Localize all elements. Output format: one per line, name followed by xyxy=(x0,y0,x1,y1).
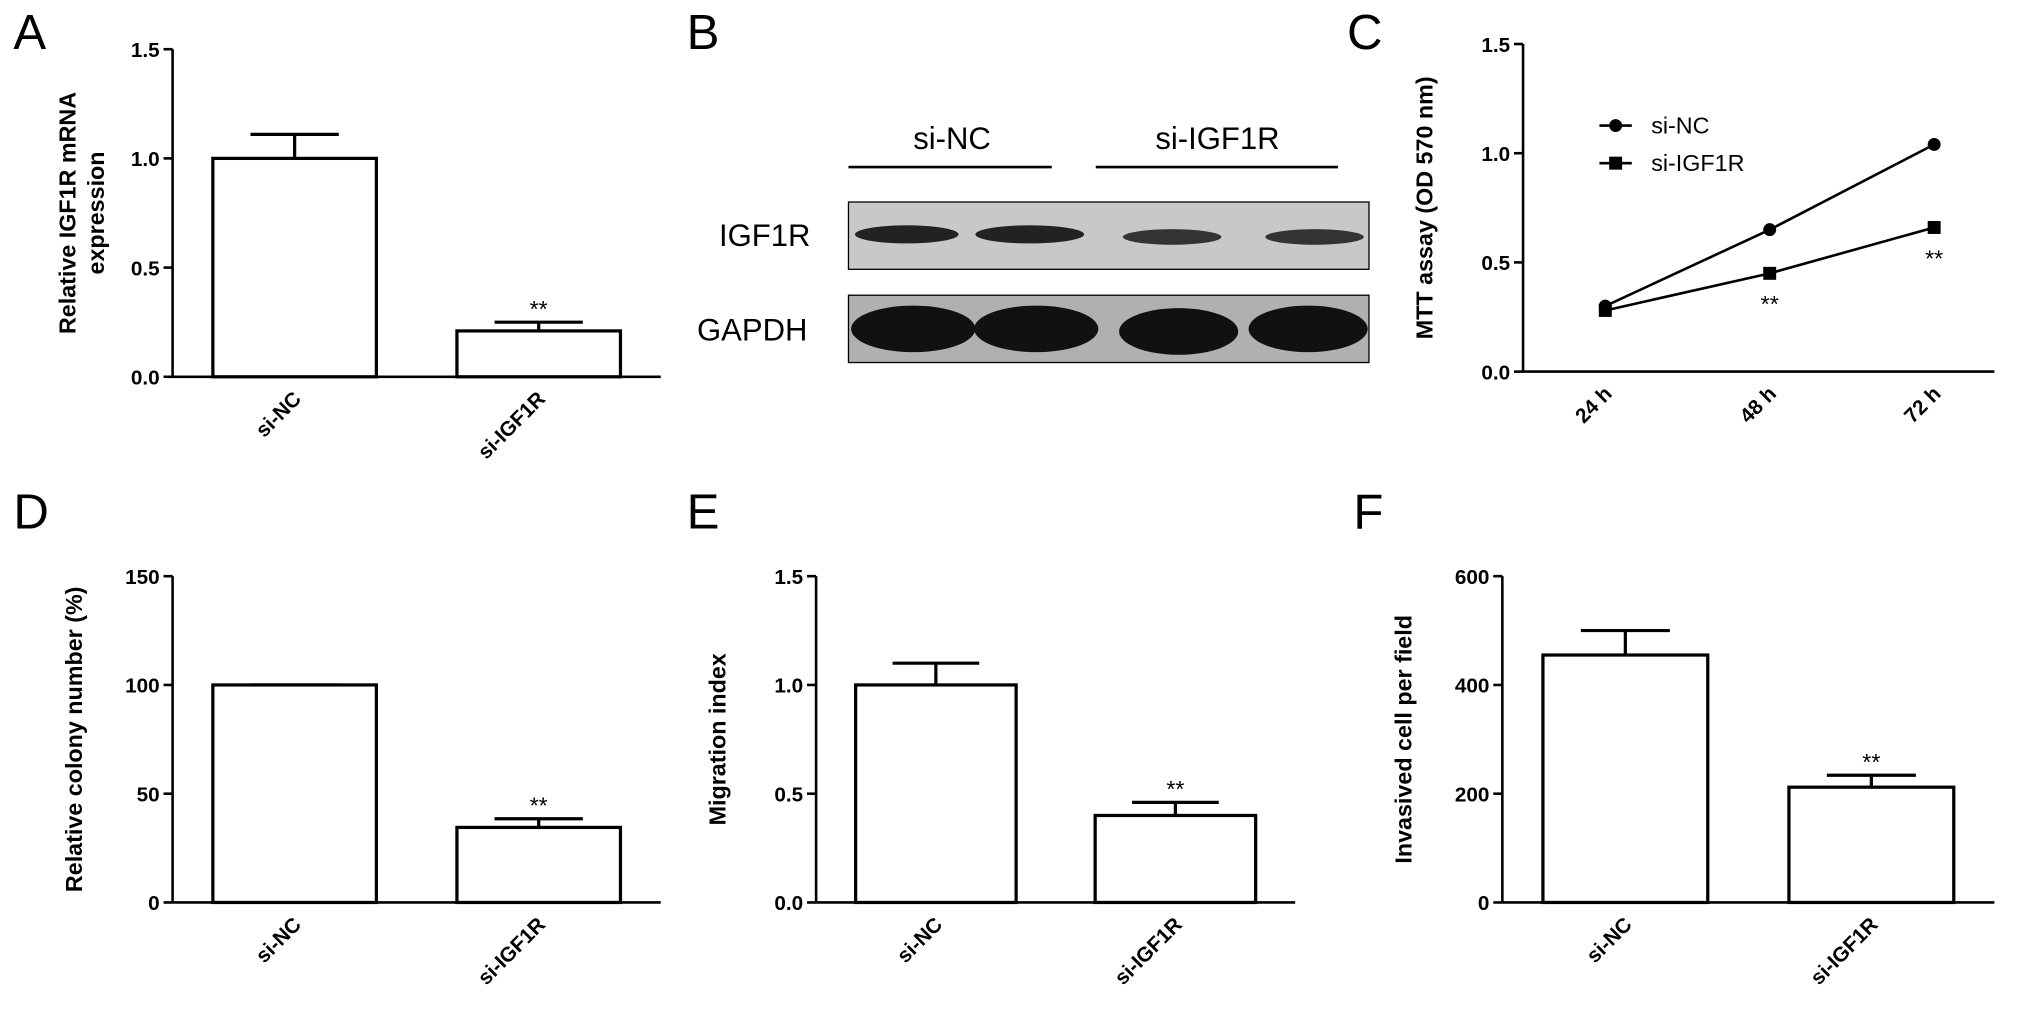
panel-letter: A xyxy=(13,5,46,60)
annotation: ** xyxy=(1761,291,1779,317)
point xyxy=(1763,223,1777,237)
x-tick-label: si-IGF1R xyxy=(474,913,550,989)
y-tick-label: 0.5 xyxy=(131,257,160,280)
y-tick-label: 0.0 xyxy=(131,367,160,390)
point xyxy=(1598,303,1612,317)
y-axis-label: Relative colony number (%) xyxy=(61,587,87,893)
bar xyxy=(854,683,1018,905)
annotation: ** xyxy=(1166,776,1184,802)
y-tick-label: 100 xyxy=(125,675,160,698)
bar xyxy=(211,683,379,905)
panel-letter: E xyxy=(687,484,720,539)
chart-panel: E 0.0 0.5 1.0 1.5 Migration index si-NC si-IGF1… xyxy=(687,484,1296,990)
y-tick-label: 0.5 xyxy=(774,783,803,806)
chart-panel: A 0.0 0.5 1.0 1.5 Relative IGF1R mRNA expressi… xyxy=(13,5,661,464)
bar xyxy=(455,825,623,905)
x-tick-label: si-IGF1R xyxy=(1110,913,1186,989)
chart-panel: F 0 200 400 600 Invasived cell per field si-NC… xyxy=(1353,484,1995,990)
legend-marker xyxy=(1609,119,1623,133)
y-tick-label: 400 xyxy=(1455,675,1490,698)
y-tick-label: 150 xyxy=(125,566,160,589)
y-tick-label: 1.5 xyxy=(131,39,160,62)
y-tick-label: 50 xyxy=(137,783,160,806)
point xyxy=(1927,220,1941,234)
x-tick-label: si-NC xyxy=(251,387,306,442)
bar xyxy=(211,156,379,379)
annotation: ** xyxy=(530,296,548,322)
bar xyxy=(1787,785,1956,905)
panel-letter: B xyxy=(687,5,720,60)
bar xyxy=(455,329,623,379)
y-tick-label: 0 xyxy=(148,892,160,915)
y-axis-label-line: expression xyxy=(83,151,109,274)
y-axis-label: Relative IGF1R mRNA expression xyxy=(54,92,108,334)
band xyxy=(1122,229,1222,245)
y-tick-label: 0.0 xyxy=(1481,361,1510,384)
y-axis-label-line: Relative IGF1R mRNA xyxy=(54,92,80,334)
row-label: IGF1R xyxy=(719,218,810,253)
x-tick-label: si-IGF1R xyxy=(1806,913,1882,989)
y-tick-label: 0 xyxy=(1478,892,1490,915)
x-tick-label: 48 h xyxy=(1735,382,1781,428)
x-tick-label: si-IGF1R xyxy=(474,387,550,463)
y-tick-label: 1.0 xyxy=(131,148,160,171)
point xyxy=(1763,266,1777,280)
bar xyxy=(1093,813,1258,905)
x-tick-label: si-NC xyxy=(1582,913,1637,968)
y-tick-label: 1.0 xyxy=(1481,143,1510,166)
band xyxy=(1265,229,1364,245)
y-axis-label: MTT assay (OD 570 nm) xyxy=(1411,76,1437,339)
y-tick-label: 1.0 xyxy=(774,675,803,698)
x-tick-label: 72 h xyxy=(1900,382,1946,428)
panel-letter: C xyxy=(1347,5,1383,60)
group-label: si-IGF1R xyxy=(1155,121,1279,156)
band xyxy=(1248,305,1368,353)
band xyxy=(854,225,959,244)
bar xyxy=(1541,653,1710,905)
y-tick-label: 600 xyxy=(1455,566,1490,589)
band xyxy=(851,305,976,353)
x-tick-label: si-NC xyxy=(251,913,306,968)
chart-panel: D 0 50 100 150 Relative colony number (%) si-N… xyxy=(13,484,661,990)
row-label: GAPDH xyxy=(697,313,807,348)
annotation: ** xyxy=(1862,749,1880,775)
band xyxy=(974,305,1099,353)
y-tick-label: 1.5 xyxy=(774,566,803,589)
chart-panel: C 0.0 0.5 1.0 1.5 MTT assay (OD 570 nm) 24 h 48… xyxy=(1347,5,1995,428)
legend-label: si-NC xyxy=(1651,112,1709,138)
panel-letter: D xyxy=(13,484,49,539)
y-tick-label: 0.0 xyxy=(774,892,803,915)
y-tick-label: 1.5 xyxy=(1481,34,1510,57)
point xyxy=(1927,138,1941,151)
band xyxy=(1119,308,1239,355)
x-tick-label: si-NC xyxy=(893,913,948,968)
band xyxy=(975,225,1085,244)
x-tick-label: 24 h xyxy=(1571,382,1617,428)
group-label: si-NC xyxy=(913,121,991,156)
y-axis-label: Migration index xyxy=(704,653,730,825)
blot-panel: B si-NC si-IGF1R IGF1R GAPDH xyxy=(687,5,1370,364)
y-tick-label: 0.5 xyxy=(1481,252,1510,275)
panel-letter: F xyxy=(1353,484,1383,539)
annotation: ** xyxy=(1925,245,1943,271)
legend-marker xyxy=(1609,156,1623,170)
legend-label: si-IGF1R xyxy=(1651,150,1744,176)
y-axis-label: Invasived cell per field xyxy=(1391,615,1417,864)
annotation: ** xyxy=(530,793,548,819)
y-tick-label: 200 xyxy=(1455,783,1490,806)
